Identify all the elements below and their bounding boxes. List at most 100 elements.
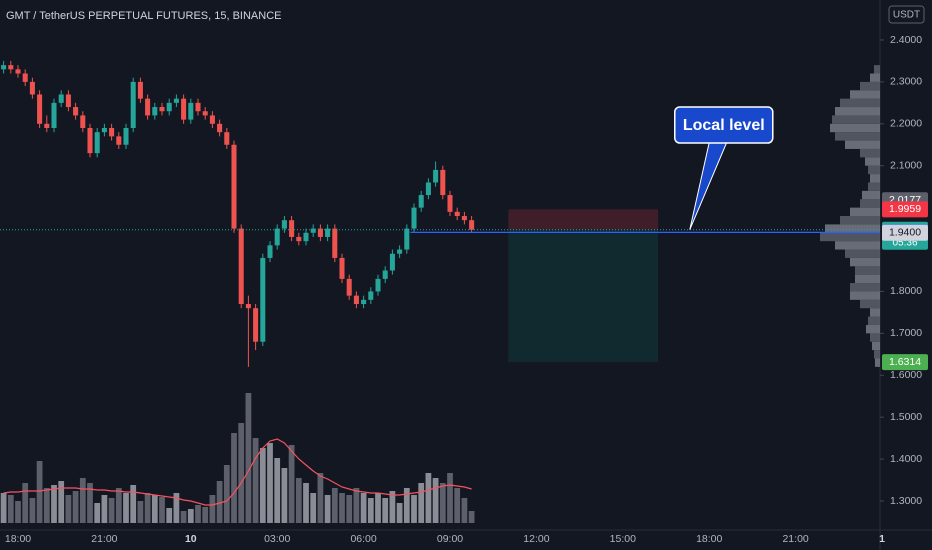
volume-bar	[425, 473, 432, 523]
volume-bar	[94, 503, 101, 523]
volume-bar	[65, 495, 72, 523]
volume-bar	[43, 488, 50, 523]
candle-body	[65, 94, 71, 108]
candle-body	[281, 220, 287, 229]
candle-body	[245, 304, 251, 309]
candle-body	[238, 228, 244, 305]
volume-bar	[288, 445, 295, 523]
volume-bar	[137, 501, 144, 523]
candle-body	[202, 111, 208, 116]
volume-profile-bar	[860, 81, 880, 91]
volume-bar	[29, 498, 36, 523]
volume-profile-bar	[865, 157, 880, 166]
candle-body	[346, 278, 352, 296]
volume-bar	[216, 481, 223, 523]
x-tick-label: 1	[879, 533, 885, 545]
volume-bar	[252, 438, 259, 523]
candle-body	[389, 253, 395, 271]
volume-bar	[389, 491, 396, 523]
candle-body	[37, 94, 43, 124]
candle-body	[267, 245, 273, 258]
currency-box[interactable]	[888, 5, 925, 24]
volume-bar	[87, 483, 93, 523]
volume-bar	[15, 501, 21, 523]
volume-bar	[339, 493, 345, 523]
volume-profile-bar	[868, 182, 880, 191]
candle-body	[433, 169, 439, 183]
volume-bar	[267, 443, 273, 523]
candle-body	[159, 107, 165, 112]
volume-bar	[36, 461, 43, 523]
candle-body	[253, 308, 259, 342]
volume-bar	[187, 509, 194, 523]
volume-profile-bar	[850, 283, 880, 292]
candle-body	[332, 228, 338, 258]
volume-bar	[202, 507, 209, 523]
candle-body	[303, 232, 309, 242]
volume-bar	[22, 483, 29, 523]
currency[interactable]: USDT	[893, 10, 920, 21]
candle-body	[181, 98, 187, 120]
candle-body	[29, 81, 35, 95]
volume-profile-bar	[870, 174, 880, 183]
candle-body	[217, 123, 223, 133]
y-tick-label: 2.3000	[890, 76, 922, 88]
volume-bar	[295, 478, 302, 523]
volume-bar	[130, 485, 137, 523]
volume-bar	[79, 478, 86, 523]
candle-body	[469, 220, 475, 230]
volume-profile-bar	[835, 107, 880, 116]
volume-bar	[180, 511, 187, 523]
x-tick-label: 21:00	[91, 533, 117, 545]
target-zone	[508, 229, 659, 363]
volume-profile-bar	[825, 224, 880, 233]
volume-bar	[144, 493, 151, 523]
volume-profile-bar	[835, 132, 880, 141]
volume-bar	[360, 493, 367, 523]
candle-body	[22, 73, 28, 82]
volume-profile-bar	[870, 73, 880, 82]
candle-body	[461, 216, 467, 221]
volume-bar	[317, 473, 324, 523]
candle-body	[137, 81, 143, 99]
candle-body	[109, 127, 115, 137]
y-tick-label: 1.6000	[890, 369, 922, 381]
countdown: 05:36	[892, 237, 917, 248]
y-tick-label: 1.5000	[890, 411, 922, 423]
volume-profile-bar	[866, 324, 880, 334]
volume-bar	[375, 493, 381, 523]
volume-profile-bar	[855, 274, 880, 284]
callout-text: Local level	[683, 117, 765, 134]
volume-profile-bar	[860, 148, 880, 158]
volume-bar	[123, 493, 129, 523]
price-label-box	[882, 354, 928, 371]
stop-zone	[508, 209, 659, 230]
volume-ma	[3, 438, 472, 506]
volume-bar	[51, 485, 57, 523]
x-tick-label: 09:00	[437, 533, 463, 545]
candle-body	[310, 228, 316, 233]
volume-profile-bar	[850, 291, 880, 300]
volume-bar	[346, 495, 353, 523]
volume-bar	[7, 495, 14, 523]
volume-bar	[324, 495, 331, 523]
volume-bar	[209, 495, 216, 523]
volume-bar	[58, 481, 65, 523]
candle-body	[123, 127, 129, 145]
candle-body	[361, 299, 367, 305]
volume-bar	[454, 488, 461, 523]
volume-profile-bar	[840, 216, 880, 225]
volume-bar	[223, 465, 230, 523]
candle-body	[317, 228, 323, 237]
candle-body	[260, 257, 266, 342]
candle-body	[325, 228, 331, 237]
candle-body	[274, 228, 280, 246]
price-label: 1.9959	[889, 203, 921, 215]
volume-bar	[245, 393, 252, 523]
candle-body	[375, 278, 381, 292]
volume-bar	[151, 495, 158, 523]
candle-body	[145, 98, 151, 116]
volume-bar	[331, 488, 338, 523]
candle-body	[289, 220, 295, 237]
